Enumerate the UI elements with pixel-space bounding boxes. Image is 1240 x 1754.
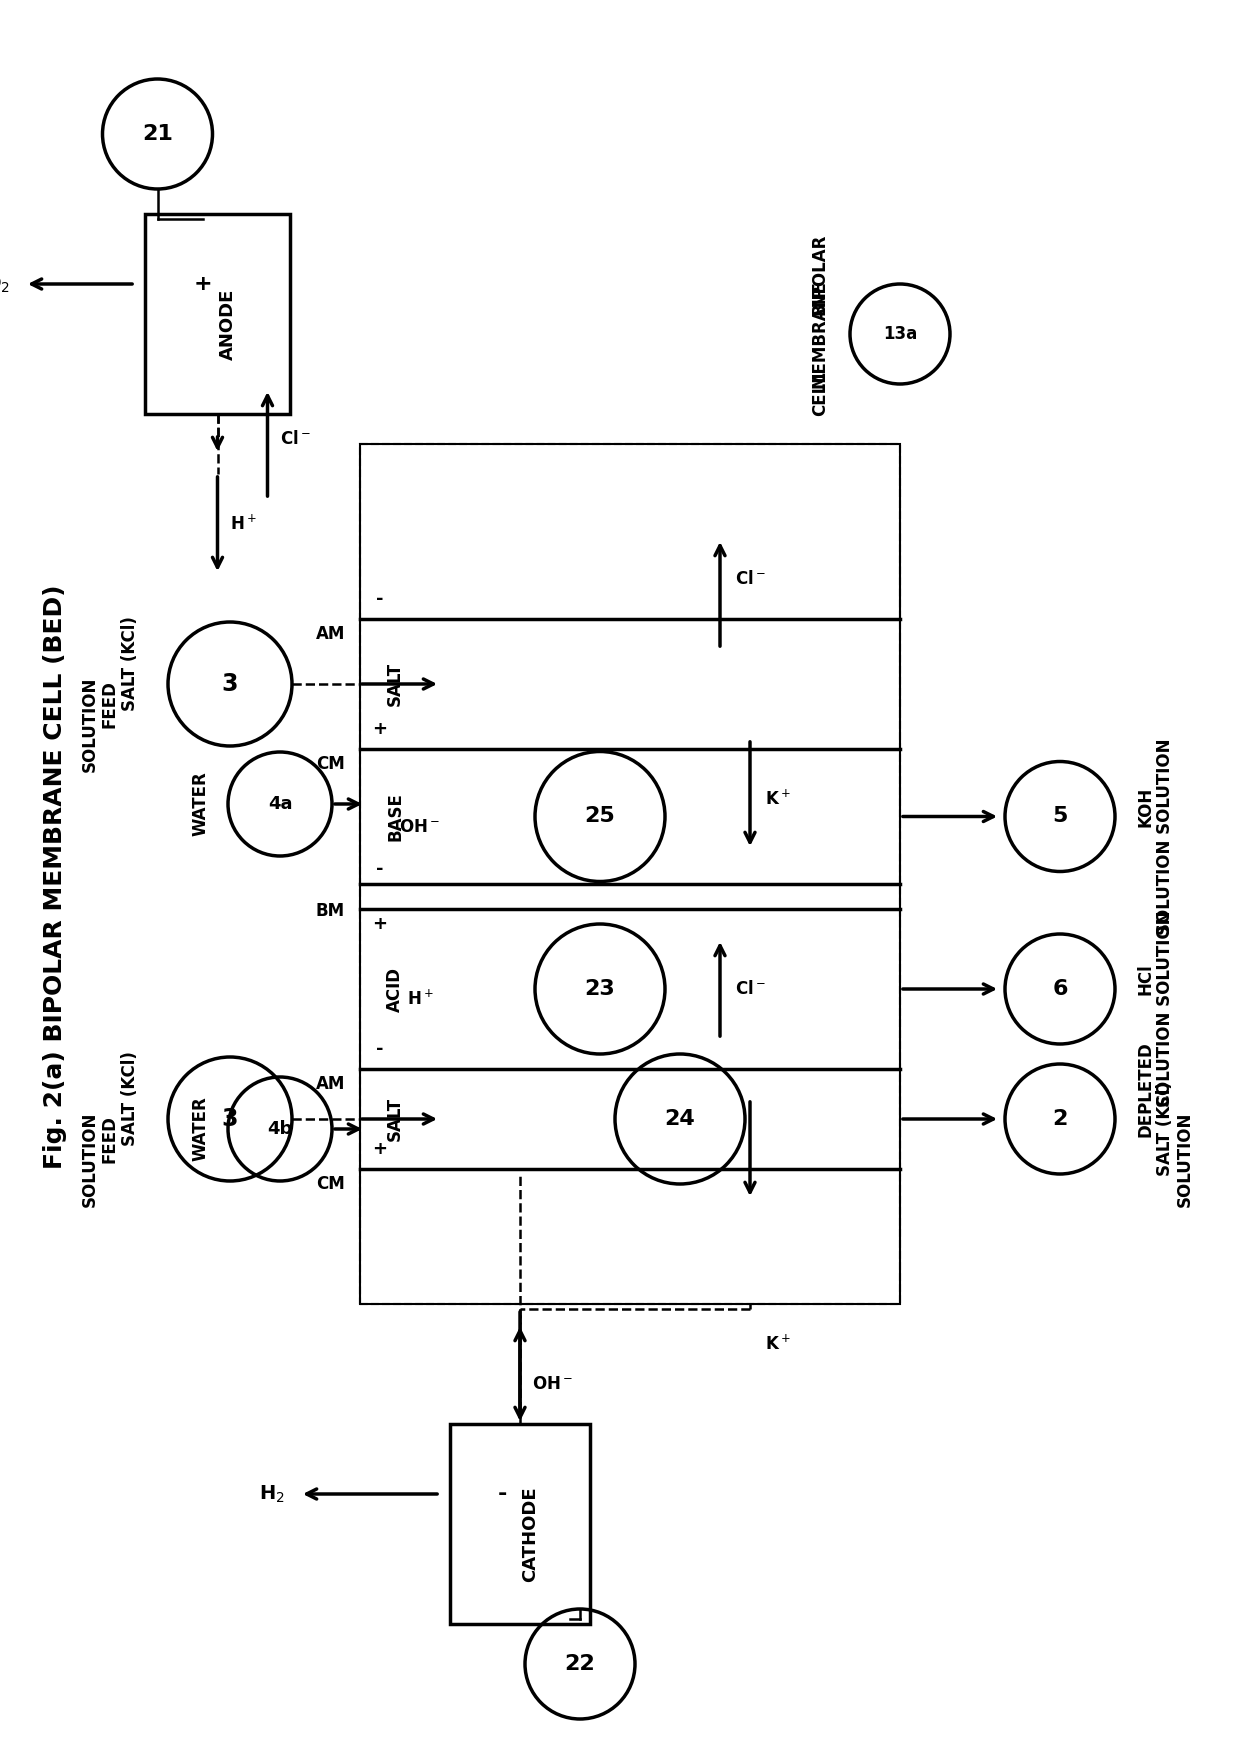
- Text: Cl$^-$: Cl$^-$: [279, 430, 310, 447]
- Text: BM: BM: [316, 903, 345, 921]
- Text: CATHODE: CATHODE: [521, 1486, 539, 1582]
- Text: SALT: SALT: [386, 1096, 404, 1142]
- Text: K$^+$: K$^+$: [765, 789, 791, 809]
- Text: 6: 6: [1053, 979, 1068, 1000]
- Text: FEED: FEED: [100, 681, 119, 728]
- Text: CM: CM: [316, 754, 345, 774]
- Text: H$^+$: H$^+$: [407, 989, 434, 1009]
- Text: OH$^-$: OH$^-$: [399, 817, 440, 835]
- Text: SOLUTION: SOLUTION: [81, 1112, 99, 1207]
- Text: 4a: 4a: [268, 795, 293, 814]
- Text: 25: 25: [584, 807, 615, 826]
- Text: 5: 5: [1053, 807, 1068, 826]
- Text: CM: CM: [316, 1175, 345, 1193]
- Text: H$^+$: H$^+$: [229, 514, 257, 533]
- Text: FEED: FEED: [100, 1116, 119, 1163]
- Text: AM: AM: [316, 1075, 345, 1093]
- Text: BASE: BASE: [386, 793, 404, 840]
- Text: -: -: [497, 1484, 507, 1503]
- Text: 22: 22: [564, 1654, 595, 1673]
- Text: 2: 2: [1053, 1109, 1068, 1130]
- Text: DEPLETED: DEPLETED: [1136, 1042, 1154, 1137]
- Text: -: -: [376, 1040, 383, 1058]
- Text: SOLUTION: SOLUTION: [81, 677, 99, 772]
- Text: +: +: [372, 719, 387, 738]
- Text: O$_2$: O$_2$: [0, 274, 10, 295]
- Bar: [360, 444, 900, 1303]
- Text: ACID: ACID: [386, 966, 404, 1012]
- Text: K$^+$: K$^+$: [765, 1335, 791, 1354]
- Text: SALT (KCl): SALT (KCl): [122, 1052, 139, 1147]
- Text: +: +: [372, 1140, 387, 1158]
- Text: KOH: KOH: [1136, 786, 1154, 826]
- Text: H$_2$: H$_2$: [259, 1484, 285, 1505]
- Bar: [450, 1424, 590, 1624]
- Text: SOLUTION SOLUTION: SOLUTION SOLUTION: [1156, 738, 1174, 935]
- Bar: [360, 444, 900, 1303]
- Bar: [145, 214, 290, 414]
- Text: -: -: [376, 589, 383, 609]
- Text: CELL: CELL: [811, 372, 830, 416]
- Text: 3: 3: [222, 672, 238, 696]
- Text: Cl$^-$: Cl$^-$: [735, 980, 766, 998]
- Text: 4b: 4b: [268, 1121, 293, 1138]
- Text: Cl$^-$: Cl$^-$: [735, 570, 766, 588]
- Text: WATER: WATER: [191, 772, 210, 837]
- Text: SOLUTION SOLUTION: SOLUTION SOLUTION: [1156, 910, 1174, 1107]
- Text: HCl: HCl: [1136, 963, 1154, 995]
- Text: OH$^-$: OH$^-$: [532, 1375, 573, 1393]
- Text: ANODE: ANODE: [218, 288, 237, 360]
- Text: 21: 21: [143, 125, 172, 144]
- Text: 3: 3: [222, 1107, 238, 1131]
- Text: Fig. 2(a) BIPOLAR MEMBRANE CELL (BED): Fig. 2(a) BIPOLAR MEMBRANE CELL (BED): [43, 584, 67, 1170]
- Text: BIPOLAR: BIPOLAR: [811, 233, 830, 314]
- Text: -: -: [376, 859, 383, 879]
- Text: WATER: WATER: [191, 1096, 210, 1161]
- Text: AM: AM: [316, 624, 345, 644]
- Text: 23: 23: [584, 979, 615, 1000]
- Text: SALT (KCl): SALT (KCl): [1156, 1082, 1174, 1177]
- Text: MEMBRANE: MEMBRANE: [811, 281, 830, 388]
- Text: +: +: [372, 916, 387, 933]
- Text: SOLUTION: SOLUTION: [1176, 1112, 1194, 1207]
- Text: 13a: 13a: [883, 324, 918, 344]
- Text: SALT: SALT: [386, 661, 404, 707]
- Text: +: +: [193, 274, 212, 295]
- Text: SALT (KCl): SALT (KCl): [122, 617, 139, 712]
- Text: 24: 24: [665, 1109, 696, 1130]
